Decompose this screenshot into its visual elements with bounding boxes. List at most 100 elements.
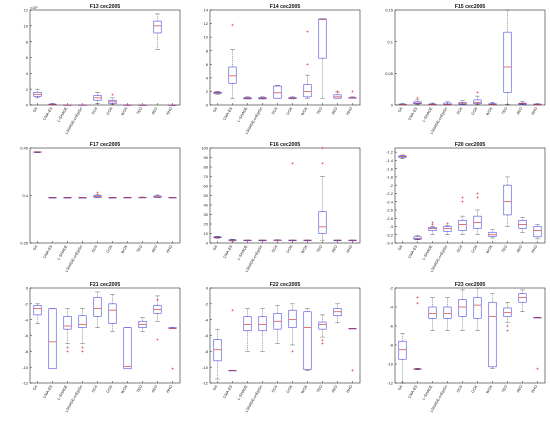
outlier-marker — [156, 338, 159, 341]
y-tick-label: -2 — [204, 301, 208, 306]
box-woa — [488, 229, 497, 239]
plot-area — [209, 287, 361, 384]
outlier-marker — [321, 146, 324, 150]
x-tick-label: TEO — [501, 384, 508, 393]
y-tick-label: 0 — [391, 103, 394, 108]
x-tick-label: L-SHADE — [422, 106, 434, 123]
box-iqr — [458, 299, 467, 317]
x-tick-label: L-SHADE — [237, 244, 249, 261]
x-tick-label: WOA — [120, 244, 128, 254]
box-hho — [348, 328, 357, 372]
y-tick-label: 6 — [26, 55, 29, 60]
box-goa — [288, 162, 297, 242]
outlier-marker — [321, 342, 324, 345]
y-tick-label: 2 — [26, 87, 29, 92]
plot-area — [209, 9, 361, 106]
box-iqr — [443, 226, 452, 232]
panel-title: F15 cec2005 — [455, 4, 486, 10]
x-tick-label: WOA — [300, 106, 308, 116]
x-tick-label: AEO — [331, 244, 338, 253]
y-tick-label: 0.35 — [20, 241, 29, 246]
x-tick-label: WOA — [485, 244, 493, 254]
x-tick-label: TEO — [501, 244, 508, 253]
x-tick-label: LSHADE-cnEpSin — [430, 385, 449, 414]
panel-title: F13 cec2005 — [90, 4, 121, 10]
box-woa — [123, 327, 132, 370]
x-tick-label: WOA — [300, 244, 308, 254]
box-iqr — [258, 316, 267, 332]
x-tick-label: HHO — [166, 106, 174, 115]
y-tick-label: -12 — [202, 381, 209, 386]
box-goa — [108, 197, 117, 199]
x-tick-label: TEO — [316, 384, 323, 393]
box-iqr — [318, 321, 327, 330]
box-woa — [488, 102, 497, 106]
box-iqr — [228, 66, 237, 84]
panel-title: F16 cec2005 — [270, 142, 301, 148]
box-iqr — [473, 99, 482, 105]
outlier-marker — [231, 23, 234, 27]
box-sca — [273, 305, 282, 344]
y-tick-label: -10 — [387, 362, 394, 367]
box-cma-es — [48, 103, 57, 106]
x-tick-label: GA — [32, 106, 38, 113]
box-cma-es — [413, 96, 422, 105]
box-iqr — [273, 85, 282, 99]
box-ga — [33, 303, 42, 324]
x-tick-label: TEO — [316, 244, 323, 253]
panel-title: F14 cec2005 — [270, 4, 301, 10]
box-aeo — [333, 90, 342, 99]
box-ga — [213, 91, 222, 95]
box-goa — [473, 192, 482, 235]
y-tick-label: -2 — [389, 286, 393, 291]
y-tick-label: -3 — [389, 224, 393, 229]
outlier-marker — [291, 350, 294, 353]
box-lshade-cnepsin — [443, 222, 452, 235]
y-tick-label: -3.4 — [386, 241, 394, 246]
x-tick-label: AEO — [151, 106, 158, 115]
box-iqr — [318, 18, 327, 59]
y-tick-label: 0 — [26, 286, 29, 291]
box-goa — [108, 294, 117, 332]
outlier-marker — [81, 350, 84, 353]
x-tick-label: L-SHADE — [422, 384, 434, 401]
outlier-marker — [351, 90, 354, 93]
y-tick-label: 12 — [204, 21, 209, 26]
outlier-marker — [306, 30, 309, 33]
panel-f16: F16 cec2005 0 10 20 30 40 50 60 70 80 90 100 GA CMA-E… — [201, 142, 361, 273]
x-tick-label: CMA-ES — [408, 106, 419, 121]
y-tick-label: 10 — [24, 23, 29, 28]
box-goa — [473, 287, 482, 331]
y-tick-label: 20 — [204, 222, 209, 227]
box-woa — [303, 30, 312, 99]
box-sca — [93, 92, 102, 104]
x-tick-label: SCA — [91, 244, 99, 253]
outlier-marker — [66, 346, 69, 349]
panel-f20: F20 cec2005 -3.4 -3.2 -3 -2.8 -2.6 -2.4 -2.2 -2 -… — [386, 142, 546, 273]
box-goa — [288, 96, 297, 100]
y-tick-label: -6 — [24, 333, 28, 338]
box-hho — [533, 317, 542, 370]
plot-area — [29, 287, 181, 384]
x-tick-label: GOA — [106, 384, 114, 394]
panel-title: F17 cec2005 — [90, 142, 121, 148]
y-tick-label: 4 — [206, 75, 209, 80]
y-tick-label: -2.8 — [386, 216, 394, 221]
outlier-marker — [351, 369, 354, 372]
y-tick-label: -6 — [204, 333, 208, 338]
outlier-marker — [66, 350, 69, 353]
x-tick-label: GOA — [471, 106, 479, 116]
box-iqr — [48, 308, 57, 370]
box-aeo — [518, 289, 527, 312]
outlier-marker — [431, 221, 434, 224]
outlier-marker — [536, 367, 539, 370]
y-tick-label: 0.4 — [22, 193, 28, 198]
x-tick-label: LSHADE-cnEpSin — [245, 107, 264, 136]
box-teo — [318, 18, 327, 99]
x-tick-label: CMA-ES — [223, 244, 234, 259]
box-ga — [33, 151, 42, 153]
box-l-shade — [63, 197, 72, 199]
box-iqr — [33, 305, 42, 316]
y-tick-label: -3.2 — [386, 232, 394, 237]
